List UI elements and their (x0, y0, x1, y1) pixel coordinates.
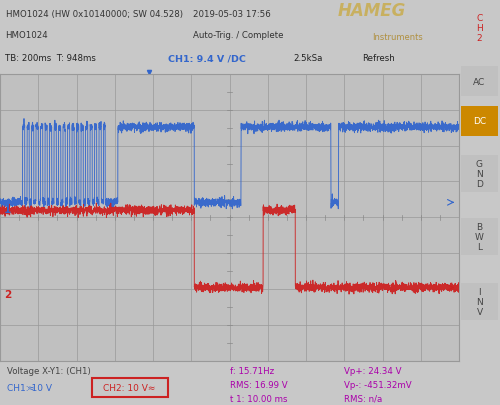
Text: HAMEG: HAMEG (338, 2, 406, 20)
Bar (461, 156, 498, 192)
Text: Voltage X-Y1: (CH1): Voltage X-Y1: (CH1) (7, 367, 90, 375)
Bar (461, 66, 498, 97)
Text: f: 15.71Hz: f: 15.71Hz (230, 367, 274, 375)
Text: HMO1024 (HW 0x10140000; SW 04.528): HMO1024 (HW 0x10140000; SW 04.528) (6, 10, 182, 19)
Text: 2019-05-03 17:56: 2019-05-03 17:56 (193, 10, 270, 19)
Text: 1: 1 (4, 205, 11, 215)
Text: DC: DC (473, 117, 486, 126)
Text: Vp-: -451.32mV: Vp-: -451.32mV (344, 380, 412, 389)
Text: CH2: 10 V≈: CH2: 10 V≈ (104, 383, 156, 392)
Text: C
H
2: C H 2 (476, 14, 483, 43)
Text: RMS: n/a: RMS: n/a (344, 394, 383, 403)
Text: G
N
D: G N D (476, 160, 483, 188)
Bar (461, 106, 498, 136)
Bar (461, 284, 498, 320)
Bar (92, 378, 168, 396)
Text: CH1: 9.4 V /DC: CH1: 9.4 V /DC (168, 54, 246, 63)
Text: AC: AC (474, 77, 486, 86)
Text: TB: 200ms  T: 948ms: TB: 200ms T: 948ms (4, 54, 96, 63)
Text: Auto-Trig. / Complete: Auto-Trig. / Complete (193, 31, 284, 40)
Text: 2: 2 (4, 290, 11, 300)
Text: 2.5kSa: 2.5kSa (294, 54, 323, 63)
Text: ≈: ≈ (7, 383, 34, 392)
Text: HMO1024: HMO1024 (6, 31, 48, 40)
Bar (461, 219, 498, 255)
Text: Instruments: Instruments (372, 33, 422, 42)
Text: CH1: 10 V: CH1: 10 V (7, 383, 52, 392)
Text: RMS: 16.99 V: RMS: 16.99 V (230, 380, 287, 389)
Text: Vp+: 24.34 V: Vp+: 24.34 V (344, 367, 402, 375)
Text: I
N
V: I N V (476, 288, 483, 316)
Text: t 1: 10.00 ms: t 1: 10.00 ms (230, 394, 287, 403)
Text: Refresh: Refresh (362, 54, 396, 63)
Text: B
W
L: B W L (475, 223, 484, 251)
